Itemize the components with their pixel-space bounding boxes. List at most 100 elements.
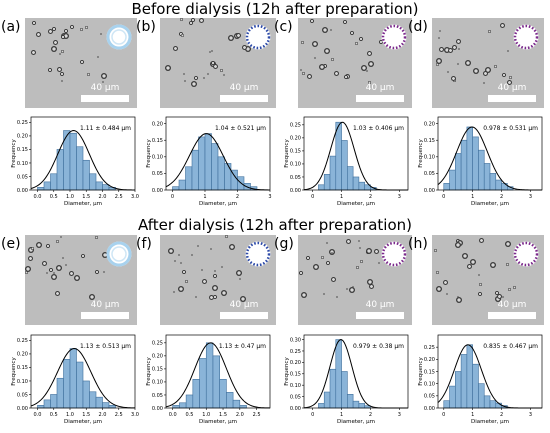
- histogram-bar: [185, 166, 193, 191]
- gaussian-fit-line: [30, 130, 136, 191]
- x-tick-label: 0.5: [50, 412, 58, 418]
- scale-bar: [81, 95, 129, 102]
- y-axis-label: Frequency: [284, 139, 290, 168]
- y-tick-label: 0.05: [290, 394, 301, 400]
- particle: [236, 270, 242, 276]
- x-tick-label: 0: [442, 194, 445, 200]
- y-tick-label: 0.20: [152, 121, 163, 127]
- particle: [212, 285, 218, 291]
- particle: [301, 292, 307, 298]
- y-tick-label: 0.00: [290, 406, 301, 412]
- particle: [436, 63, 439, 66]
- y-tick-label: 0.20: [290, 136, 301, 142]
- histogram-bar: [239, 405, 247, 409]
- histogram-bar: [212, 355, 220, 409]
- x-tick-label: 3: [529, 412, 532, 418]
- histogram-bar: [483, 395, 491, 409]
- histogram-bar: [352, 176, 360, 191]
- histogram-bar: [352, 400, 360, 409]
- histogram-bar: [219, 379, 227, 409]
- panel-label: (c): [274, 19, 293, 35]
- particle: [236, 33, 241, 38]
- histogram-bar: [358, 181, 365, 191]
- particle: [70, 25, 74, 29]
- particle: [197, 245, 199, 247]
- particle: [478, 274, 480, 276]
- particle: [221, 266, 223, 268]
- particle: [31, 247, 34, 250]
- particle: [467, 264, 472, 269]
- x-tick-label: 1.5: [82, 412, 90, 418]
- x-tick-label: 1.5: [82, 194, 90, 200]
- y-tick-label: 0.05: [152, 393, 163, 399]
- y-tick-label: 0.10: [152, 380, 163, 386]
- histogram-bar: [76, 146, 84, 191]
- particle: [506, 263, 509, 266]
- particle: [239, 278, 241, 280]
- x-tick-label: 0.5: [186, 412, 194, 418]
- scale-bar: [81, 312, 129, 319]
- histogram-bar: [50, 173, 58, 191]
- particle: [103, 271, 105, 273]
- panel-label: (h): [408, 236, 428, 252]
- scale-bar-label: 40 μm: [365, 83, 395, 93]
- particle: [189, 21, 193, 25]
- y-tick-label: 0.10: [424, 381, 435, 387]
- y-axis-label: Frequency: [418, 139, 424, 168]
- particle: [25, 266, 31, 272]
- y-tick-label: 0.00: [152, 188, 163, 194]
- histogram-chart: 0.00 0.05 0.10 0.15 0.20 0.25 0 1 2 3 Diameter, μm…: [284, 116, 409, 207]
- particle: [330, 29, 332, 31]
- particle: [300, 69, 302, 71]
- particle: [336, 296, 338, 298]
- y-axis-label: Frequency: [284, 357, 290, 386]
- y-tick-label: 0.05: [17, 392, 28, 398]
- y-tick-label: 0.00: [17, 406, 28, 412]
- y-tick-label: 0.20: [290, 360, 301, 366]
- y-tick-label: 0.15: [17, 147, 28, 153]
- y-tick-label: 0.20: [17, 352, 28, 358]
- particle: [180, 262, 182, 264]
- x-tick-label: 2: [500, 194, 503, 200]
- particle: [60, 236, 62, 238]
- particle: [312, 41, 318, 47]
- histogram-bar: [335, 121, 342, 191]
- particle: [63, 33, 69, 39]
- x-tick-label: 1: [203, 194, 206, 200]
- x-tick-label: 1.0: [66, 194, 74, 200]
- histogram-bar: [495, 179, 502, 191]
- histogram-bar: [323, 391, 331, 409]
- particle: [181, 34, 184, 37]
- histogram-bar: [443, 400, 450, 409]
- micrograph-image: 40 μm: [25, 235, 137, 325]
- particle: [194, 76, 198, 80]
- gaussian-fit-line: [165, 342, 271, 409]
- particle: [180, 18, 183, 21]
- scale-bar: [220, 95, 268, 102]
- histogram-bar: [185, 394, 194, 409]
- particle: [478, 292, 482, 296]
- histogram-bar: [224, 163, 232, 191]
- particle: [379, 40, 383, 44]
- particle: [306, 256, 310, 260]
- particle: [214, 270, 216, 272]
- particle: [80, 28, 83, 31]
- mean-sd-annotation: 1.11 ± 0.484 μm: [80, 125, 131, 132]
- scale-bar-label: 40 μm: [90, 83, 120, 93]
- particle: [213, 274, 217, 278]
- y-tick-label: 0.15: [290, 372, 301, 378]
- x-axis-label: Diameter, μm: [471, 201, 509, 207]
- scale-bar: [488, 95, 536, 102]
- particle: [322, 27, 328, 33]
- particle: [485, 67, 491, 73]
- particle: [53, 272, 55, 274]
- panel-label: (d): [408, 19, 428, 35]
- micrograph-image: 40 μm: [160, 235, 276, 325]
- y-axis-label: Frequency: [146, 357, 152, 386]
- particle: [326, 242, 328, 244]
- mean-sd-annotation: 1.03 ± 0.406 μm: [353, 125, 404, 132]
- plot-frame: [437, 116, 543, 191]
- histogram-bar: [335, 339, 342, 409]
- micrograph-image: 40 μm: [298, 18, 412, 108]
- histogram-bar: [329, 368, 337, 409]
